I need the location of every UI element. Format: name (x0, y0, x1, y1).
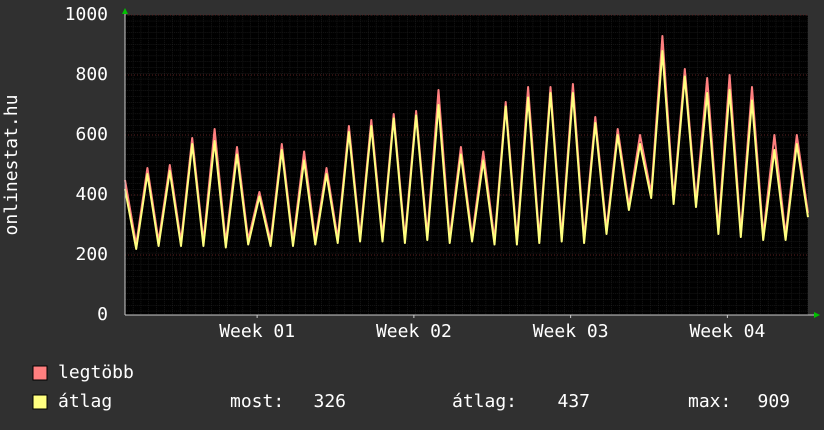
stat-label: átlag: (452, 391, 517, 412)
x-tick-label: Week 03 (533, 321, 609, 342)
stat-value: 909 (757, 391, 790, 412)
stat-label: most: (230, 391, 284, 412)
stat-value: 326 (313, 391, 346, 412)
legend: legtöbb átlag most: 326 átlag: 437 max: 909 (32, 362, 790, 412)
stat-label: max: (688, 391, 731, 412)
plot (124, 35, 809, 250)
stat-value: 437 (557, 391, 590, 412)
legend-swatch (32, 394, 48, 410)
y-tick-label: 0 (97, 304, 108, 325)
x-arrow (814, 312, 820, 318)
minor-grid (125, 15, 808, 315)
labels: 0 200 400 600 800 1000 Week 01 Week 02 Week 03 We… (65, 4, 766, 342)
x-tick-label: Week 04 (689, 321, 765, 342)
series-line (124, 50, 809, 250)
y-arrow (122, 8, 128, 14)
y-tick-label: 200 (75, 244, 108, 265)
y-tick-label: 1000 (65, 4, 108, 25)
x-tick-label: Week 02 (376, 321, 452, 342)
legend-label: legtöbb (58, 362, 134, 383)
y-tick-label: 600 (75, 124, 108, 145)
legend-swatch (32, 365, 48, 381)
y-tick-label: 400 (75, 184, 108, 205)
x-tick-label: Week 01 (219, 321, 295, 342)
y-axis-label: onlinestat.hu (1, 95, 22, 236)
legend-label: átlag (58, 391, 112, 412)
y-tick-label: 800 (75, 64, 108, 85)
